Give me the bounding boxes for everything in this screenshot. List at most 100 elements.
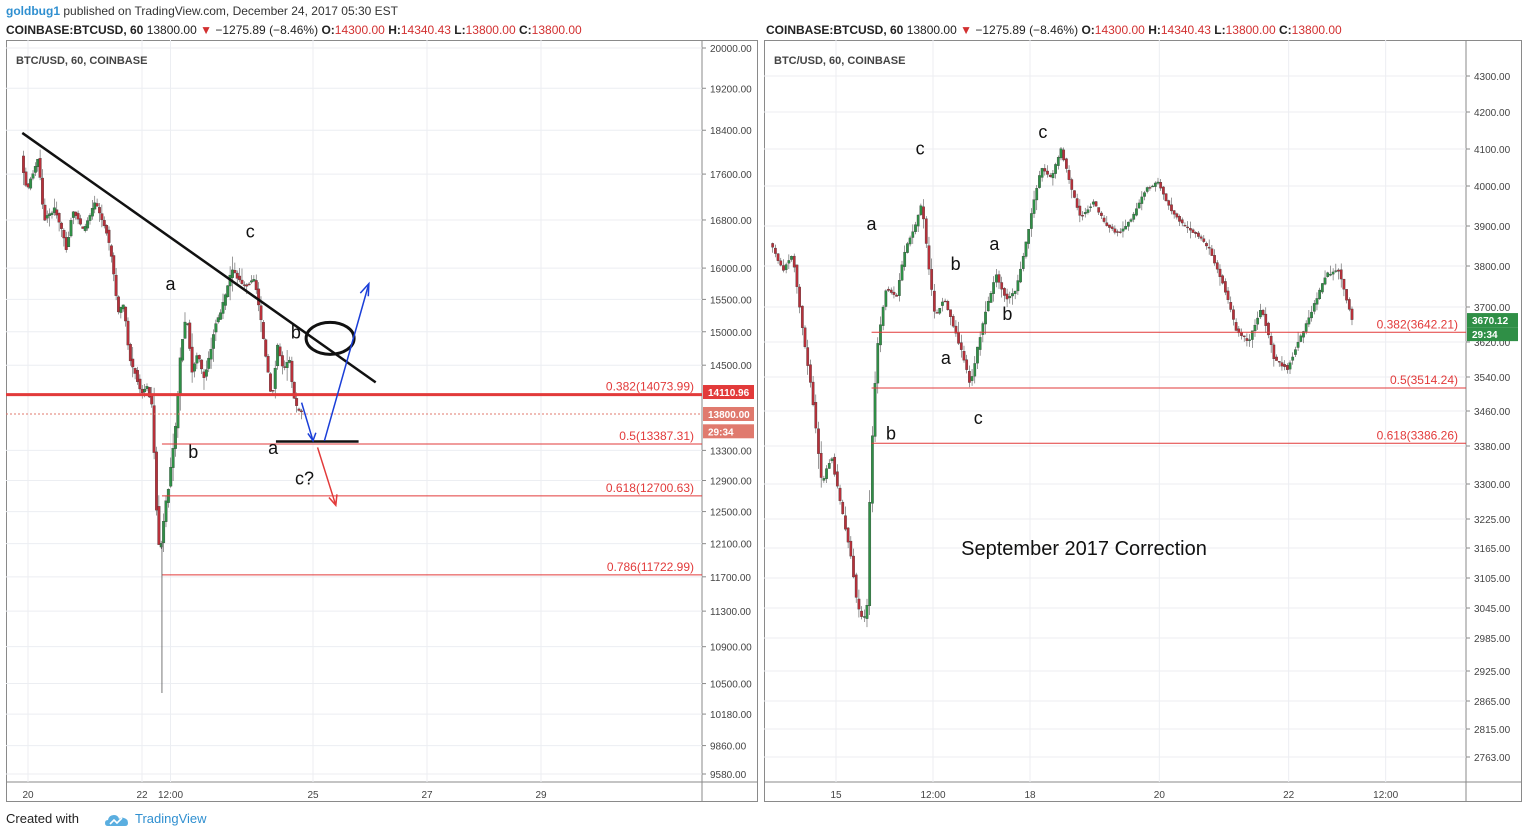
candle: [1253, 324, 1257, 332]
x-tick-label: 15: [830, 790, 842, 801]
candle: [1172, 210, 1176, 215]
x-tick-label: 27: [421, 790, 433, 801]
candle: [1081, 215, 1084, 217]
published-text: published on TradingView.com, December 2…: [63, 4, 398, 18]
wave-label: c?: [295, 468, 314, 488]
candle: [105, 224, 109, 234]
candle: [271, 390, 275, 392]
chart-left[interactable]: 20000.00 19200.00 18400.00 17600.00 16800.00…: [6, 40, 758, 802]
candle: [919, 205, 923, 215]
candle: [1304, 323, 1308, 332]
close-label: C:: [1279, 23, 1292, 37]
candle: [930, 269, 934, 290]
candle: [776, 253, 780, 261]
x-tick-label: 12:00: [158, 790, 183, 801]
price-tag-label: 29:34: [1472, 330, 1498, 341]
candle: [93, 202, 97, 210]
low-value: 13800.00: [465, 23, 516, 37]
candle: [119, 306, 123, 313]
candle: [881, 306, 885, 326]
candle: [941, 301, 944, 306]
y-tick-label: 3105.00: [1474, 574, 1511, 585]
candle: [817, 428, 820, 454]
candle: [223, 294, 227, 306]
candle: [221, 302, 225, 314]
candle: [1021, 255, 1025, 269]
tradingview-link[interactable]: TradingView: [134, 811, 207, 826]
blue-arrow-down: [300, 402, 314, 442]
wave-label: a: [268, 438, 279, 458]
candle: [854, 574, 858, 598]
candle: [914, 224, 917, 232]
candle: [1029, 213, 1033, 229]
chart-frame: [764, 40, 1522, 802]
candle: [266, 356, 270, 373]
candle: [71, 211, 75, 218]
candle: [24, 171, 28, 186]
candle: [292, 381, 296, 399]
candle: [1237, 328, 1241, 334]
y-tick-label: 3460.00: [1474, 407, 1511, 418]
candle: [1153, 182, 1157, 187]
publish-info: goldbug1 published on TradingView.com, D…: [6, 4, 398, 18]
fib-level-label: 0.786(11722.99): [607, 560, 694, 574]
candle: [124, 306, 128, 322]
y-tick-label: 16800.00: [710, 216, 752, 227]
candle: [1331, 271, 1335, 275]
candle: [1197, 232, 1200, 237]
last-price: 13800.00: [906, 23, 957, 37]
y-tick-label: 3225.00: [1474, 515, 1511, 526]
candle: [57, 213, 61, 223]
candle: [908, 237, 912, 245]
chart-symbol-label: BTC/USD, 60, COINBASE: [774, 55, 905, 67]
candle: [989, 293, 993, 303]
x-tick-label: 20: [1154, 790, 1166, 801]
candle: [140, 388, 144, 394]
candle: [819, 453, 823, 478]
candle: [1008, 296, 1012, 299]
candle: [1065, 158, 1068, 169]
price-change: −1275.89 (−8.46%): [215, 23, 319, 37]
candle: [204, 369, 208, 377]
y-tick-label: 2925.00: [1474, 667, 1511, 678]
x-tick-label: 12:00: [920, 790, 945, 801]
arrow-head: [359, 281, 370, 297]
candle: [245, 284, 249, 287]
candle: [283, 366, 287, 368]
candle: [900, 264, 904, 281]
candle: [38, 158, 42, 178]
close-value: 13800.00: [531, 23, 582, 37]
candle: [147, 387, 151, 398]
candle: [814, 402, 818, 429]
candle: [43, 204, 47, 221]
candle: [1159, 182, 1163, 189]
candle: [1162, 186, 1165, 195]
candle: [997, 274, 1001, 283]
candle: [1350, 308, 1354, 320]
candle: [254, 280, 258, 291]
candle: [219, 312, 223, 320]
candle: [1145, 187, 1149, 192]
candle: [771, 243, 775, 248]
candle: [285, 362, 289, 368]
candle: [984, 311, 987, 325]
candle: [879, 324, 882, 346]
candle: [1108, 224, 1111, 228]
candle: [133, 368, 137, 374]
y-tick-label: 3045.00: [1474, 604, 1511, 615]
chart-right[interactable]: 4300.00 4200.00 4100.00 4000.00 3900.00 3800.…: [764, 40, 1522, 802]
open-value: 14300.00: [334, 23, 385, 37]
candle: [1148, 187, 1152, 189]
price-tag-label: 13800.00: [708, 410, 750, 421]
candle: [185, 323, 189, 325]
candle: [1086, 209, 1090, 213]
candle: [1221, 275, 1225, 284]
author-link[interactable]: goldbug1: [6, 4, 60, 18]
candle: [911, 231, 915, 238]
candle: [69, 220, 73, 237]
x-tick-label: 22: [136, 790, 148, 801]
candle: [162, 521, 166, 544]
candle: [981, 323, 985, 335]
high-value: 14340.43: [400, 23, 451, 37]
candle: [1000, 282, 1004, 290]
